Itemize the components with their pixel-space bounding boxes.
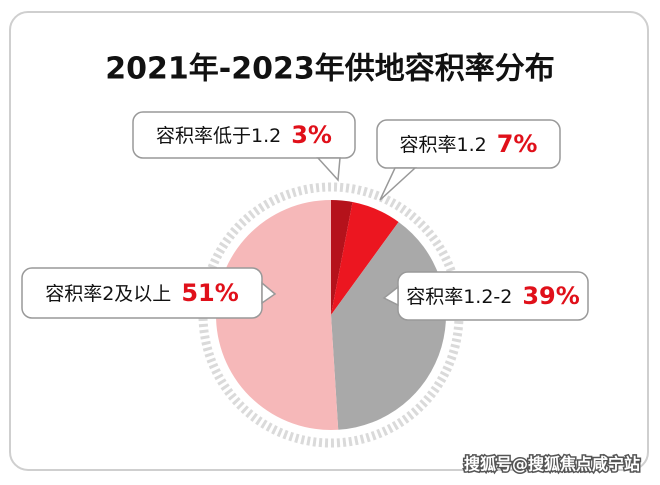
category-label: 容积率低于1.2 [156,125,281,147]
category-label: 容积率2及以上 [45,283,171,305]
callout-cover [134,113,354,157]
pie [215,200,446,431]
callout-cover [23,269,261,317]
callouts: 容积率低于1.2 3% 容积率1.2 7% 容积率1.2-2 39% 容积率2及以上 51% [21,111,589,321]
pie-slice [331,202,399,315]
callout-label: 容积率1.2-2 39% [406,282,580,310]
pie-slice [331,200,353,315]
callout-label: 容积率2及以上 51% [45,279,239,307]
pie-slice [215,200,339,431]
callout-tail [379,167,417,201]
callout-tail [316,157,341,182]
value-label: 51% [181,279,238,307]
value-label: 7% [497,130,538,158]
callout-tail [261,281,277,305]
category-label: 容积率1.2-2 [406,286,512,308]
callout-label: 容积率1.2 7% [400,130,538,158]
chart-title: 2021年-2023年供地容积率分布 [105,52,554,87]
watermark: 搜狐号@搜狐焦点咸宁站 [464,455,640,474]
callout-label: 容积率低于1.2 3% [156,121,332,149]
callout-tail [382,285,399,307]
callout-cover [378,121,559,167]
callout-cover [399,273,587,319]
value-label: 3% [291,121,332,149]
category-label: 容积率1.2 [400,134,487,156]
value-label: 39% [522,282,579,310]
